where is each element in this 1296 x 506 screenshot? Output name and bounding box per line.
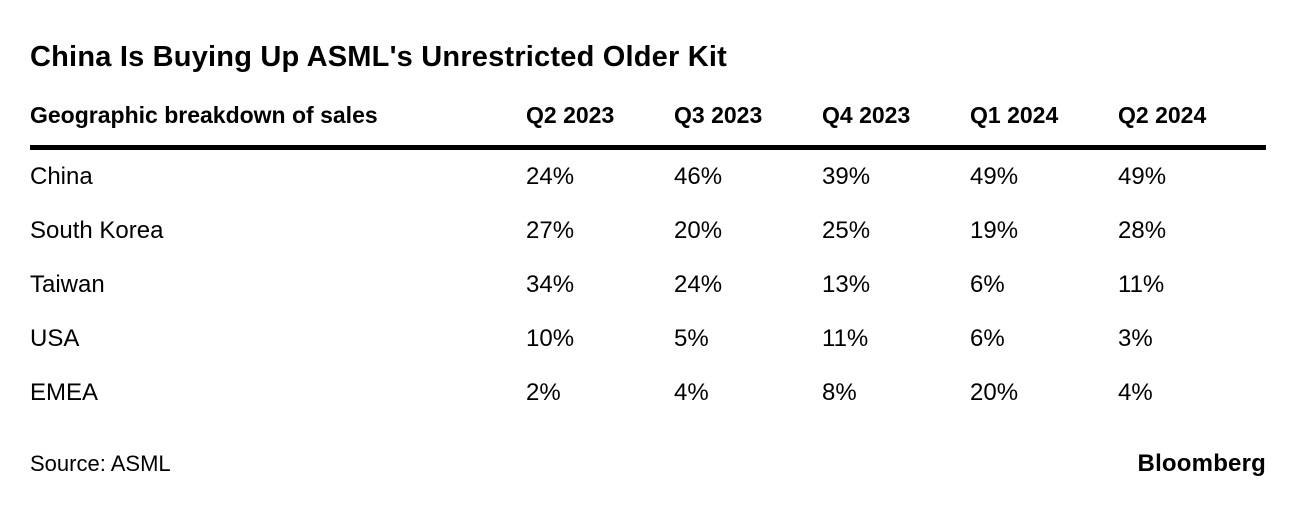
cell-value: 39% [822,162,871,190]
bloomberg-logo: Bloomberg [1137,450,1266,477]
cell-value: 20% [970,378,1019,406]
column-header-q3-2023: Q3 2023 [674,101,763,128]
cell-value: 6% [970,270,1005,298]
row-label: EMEA [30,378,99,406]
cell-value: 19% [970,216,1019,244]
cell-value: 3% [1118,324,1153,352]
cell-value: 5% [674,324,709,352]
cell-value: 2% [526,378,561,406]
row-label: China [30,162,93,190]
cell-value: 28% [1118,216,1167,244]
cell-value: 20% [674,216,723,244]
cell-value: 6% [970,324,1005,352]
cell-value: 34% [526,270,575,298]
table-row-usa: USA 10% 5% 11% 6% 3% [30,312,1266,366]
cell-value: 4% [1118,378,1153,406]
column-header-q4-2023: Q4 2023 [822,101,911,128]
chart-title: China Is Buying Up ASML's Unrestricted O… [30,41,728,73]
table-row-south-korea: South Korea 27% 20% 25% 19% 28% [30,204,1266,258]
sales-table: Geographic breakdown of sales Q2 2023 Q3… [30,102,1266,420]
cell-value: 8% [822,378,857,406]
row-label: Taiwan [30,270,105,298]
cell-value: 27% [526,216,575,244]
graphic-footer: Source: ASML Bloomberg [30,450,1266,478]
table-row-china: China 24% 46% 39% 49% 49% [30,150,1266,204]
table-row-taiwan: Taiwan 34% 24% 13% 6% 11% [30,258,1266,312]
cell-value: 4% [674,378,709,406]
cell-value: 11% [1118,270,1165,298]
cell-value: 25% [822,216,871,244]
cell-value: 11% [822,324,869,352]
cell-value: 13% [822,270,871,298]
cell-value: 49% [1118,162,1167,190]
cell-value: 49% [970,162,1019,190]
column-header-label: Geographic breakdown of sales [30,101,378,128]
row-label: USA [30,324,80,352]
table-row-emea: EMEA 2% 4% 8% 20% 4% [30,366,1266,420]
source-attribution: Source: ASML [30,451,171,476]
table-header-row: Geographic breakdown of sales Q2 2023 Q3… [30,102,1266,150]
cell-value: 10% [526,324,575,352]
row-label: South Korea [30,216,164,244]
column-header-q2-2024: Q2 2024 [1118,101,1207,128]
cell-value: 46% [674,162,723,190]
cell-value: 24% [674,270,723,298]
column-header-q1-2024: Q1 2024 [970,101,1059,128]
column-header-q2-2023: Q2 2023 [526,101,615,128]
cell-value: 24% [526,162,575,190]
